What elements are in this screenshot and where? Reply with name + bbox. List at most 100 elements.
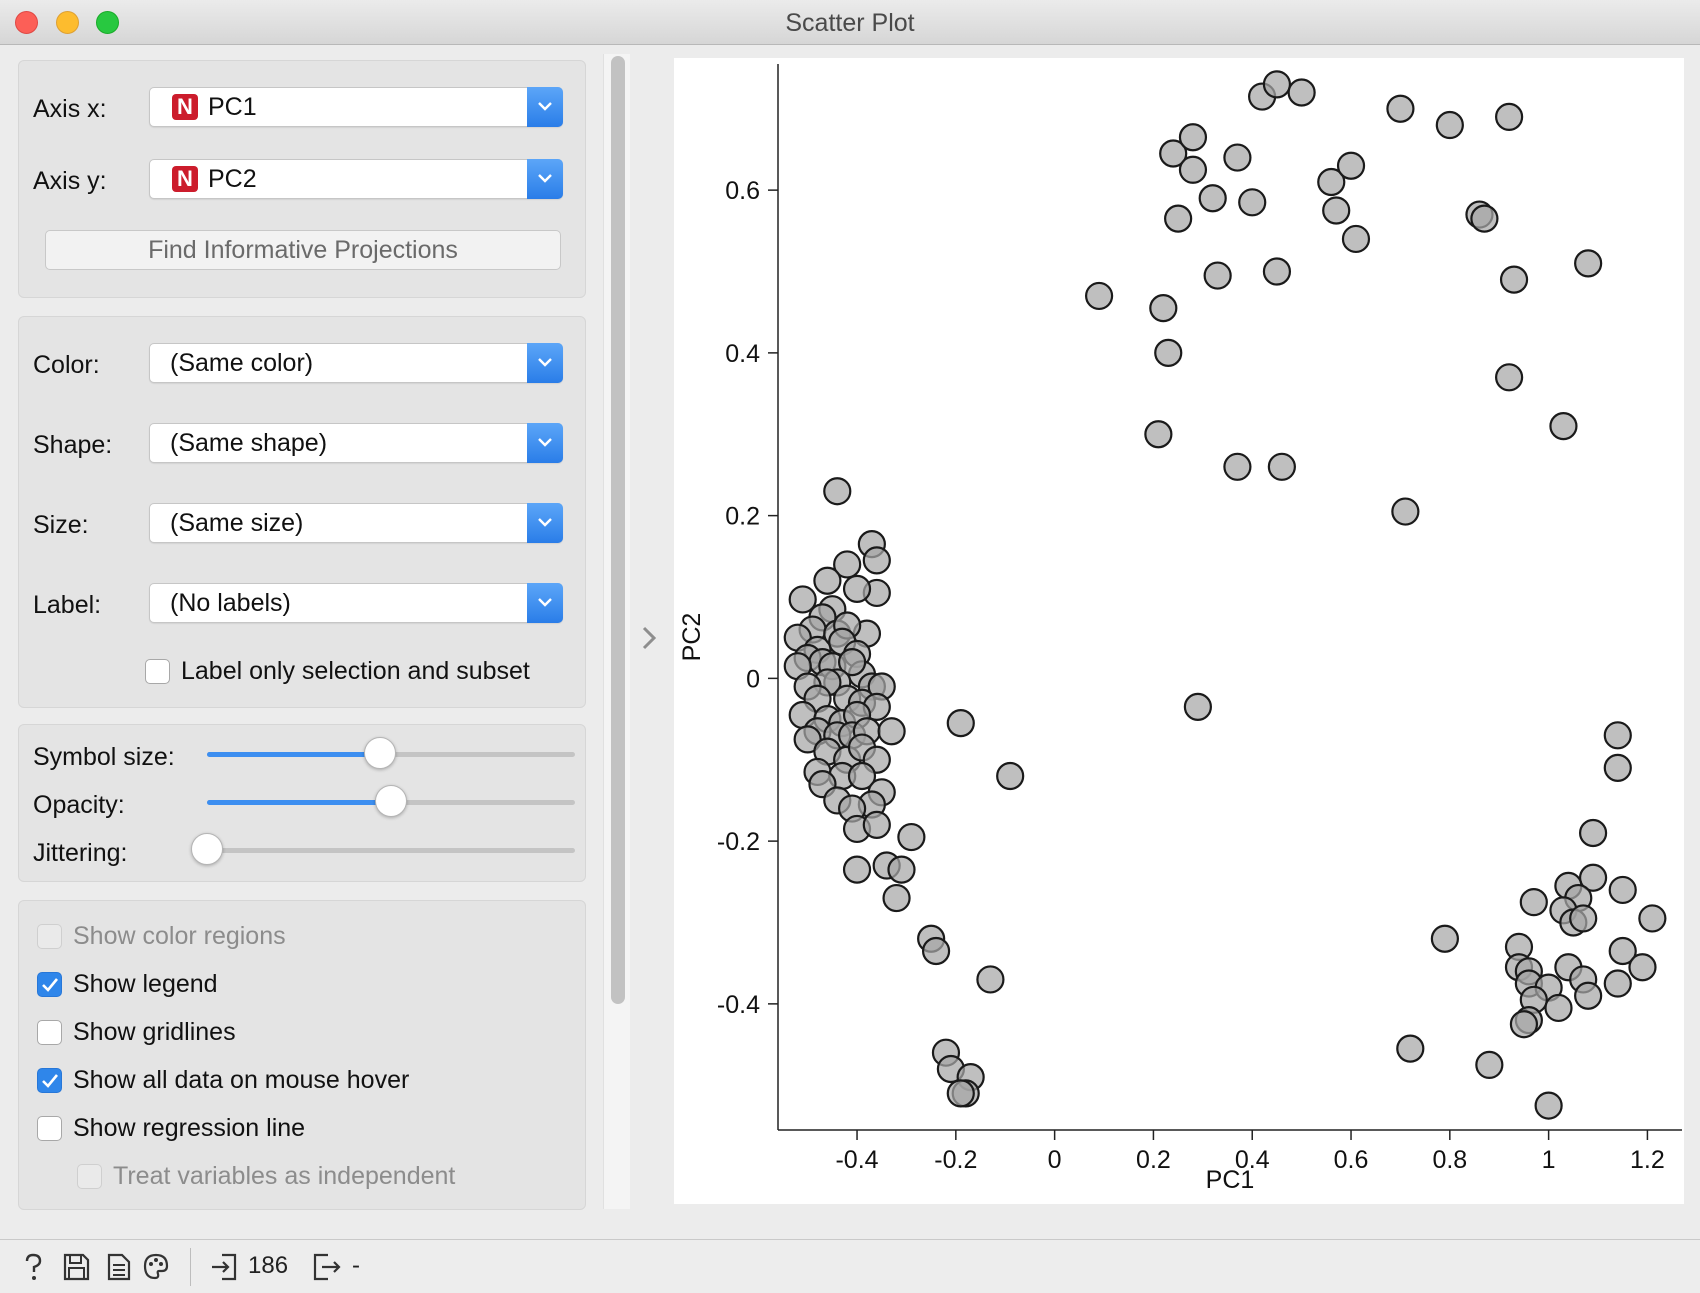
slider-handle[interactable] <box>191 833 223 865</box>
jittering-slider[interactable] <box>191 833 575 865</box>
data-point <box>1574 249 1603 278</box>
scatter-chart[interactable]: -0.4 -0.2 0 0.2 0.4 0.6 0.8 1 1.2 -0.4 -0.2 0 0.2 0.4… <box>674 58 1684 1204</box>
color-label: Color: <box>33 351 100 379</box>
find-informative-projections-button[interactable]: Find Informative Projections <box>45 230 561 270</box>
data-point <box>823 477 852 506</box>
slider-handle[interactable] <box>363 737 396 769</box>
window-zoom-button[interactable] <box>96 11 119 34</box>
size-combo[interactable]: (Same size) <box>149 503 563 543</box>
data-point <box>1603 721 1632 750</box>
shape-combo[interactable]: (Same shape) <box>149 423 563 463</box>
data-point <box>1549 412 1578 441</box>
data-point <box>1534 1091 1563 1120</box>
data-point <box>887 855 916 884</box>
scrollbar-thumb[interactable] <box>611 56 625 1004</box>
status-bar: 186 - <box>0 1239 1700 1293</box>
data-point <box>1430 924 1459 953</box>
show-legend-checkbox[interactable] <box>37 972 62 997</box>
data-point <box>1149 294 1178 323</box>
data-point <box>1262 257 1292 286</box>
x-tick-label: 0.4 <box>1235 1146 1270 1174</box>
data-point <box>1608 936 1637 966</box>
x-tick-label: 0.8 <box>1432 1146 1467 1174</box>
data-point <box>1435 110 1464 140</box>
data-point <box>976 965 1005 994</box>
y-tick-label: 0.4 <box>725 340 760 368</box>
data-point <box>897 822 926 852</box>
x-tick-label: 0 <box>1048 1146 1062 1174</box>
chevron-down-icon <box>527 583 563 623</box>
numeric-variable-icon: N <box>172 94 198 120</box>
data-point <box>1495 102 1524 131</box>
save-icon[interactable] <box>62 1252 90 1282</box>
sliders-box: Symbol size: Opacity: Jittering: <box>18 724 586 882</box>
report-icon[interactable] <box>106 1252 132 1282</box>
data-point <box>862 546 891 575</box>
treat-independent-checkbox[interactable] <box>77 1164 102 1189</box>
data-point <box>1238 188 1267 217</box>
color-combo[interactable]: (Same color) <box>149 343 563 383</box>
data-point <box>946 709 975 738</box>
data-point <box>1608 875 1637 905</box>
symbol-size-slider[interactable] <box>207 737 575 769</box>
treat-independent-label: Treat variables as independent <box>113 1162 456 1190</box>
chevron-down-icon <box>527 343 563 383</box>
data-point <box>1603 969 1632 998</box>
show-regression-line-checkbox[interactable] <box>37 1116 62 1141</box>
visual-settings-icon[interactable] <box>142 1252 170 1282</box>
show-all-data-hover-checkbox[interactable] <box>37 1068 62 1093</box>
data-point <box>847 761 877 791</box>
data-point <box>813 566 842 595</box>
window-minimize-button[interactable] <box>56 11 79 34</box>
x-tick-label: -0.2 <box>934 1146 977 1174</box>
chevron-down-icon <box>527 159 563 199</box>
label-only-selection-checkbox[interactable] <box>145 659 170 684</box>
y-tick-label: -0.4 <box>717 991 760 1019</box>
window-close-button[interactable] <box>15 11 38 34</box>
y-tick-label: 0.6 <box>725 177 760 205</box>
help-icon[interactable] <box>20 1252 46 1282</box>
shape-value: (Same shape) <box>170 429 328 457</box>
data-point <box>1509 1010 1539 1039</box>
axis-x-combo[interactable]: N PC1 <box>149 87 563 127</box>
data-point <box>1569 904 1598 933</box>
options-box: Show color regions Show legend Show grid… <box>18 900 586 1210</box>
jittering-label: Jittering: <box>33 839 128 867</box>
data-point <box>1159 139 1188 168</box>
show-gridlines-checkbox[interactable] <box>37 1020 62 1045</box>
data-point <box>1198 184 1227 213</box>
data-point <box>1475 1050 1504 1080</box>
x-tick-label: 1.2 <box>1630 1146 1665 1174</box>
y-axis-title: PC2 <box>678 613 706 662</box>
data-point <box>842 574 872 603</box>
show-color-regions-label: Show color regions <box>73 922 286 950</box>
chevron-down-icon <box>527 503 563 543</box>
data-point <box>833 550 862 579</box>
input-icon <box>212 1253 237 1281</box>
show-color-regions-checkbox[interactable] <box>37 924 62 949</box>
collapse-panel-icon[interactable] <box>638 624 660 654</box>
show-all-data-hover-label: Show all data on mouse hover <box>73 1066 410 1094</box>
data-point <box>1386 94 1415 123</box>
x-tick-label: 0.6 <box>1334 1146 1369 1174</box>
data-point <box>1322 196 1351 225</box>
data-point <box>1638 904 1667 933</box>
axis-y-combo[interactable]: N PC2 <box>149 159 563 199</box>
label-combo[interactable]: (No labels) <box>149 583 563 623</box>
opacity-slider[interactable] <box>207 785 575 817</box>
data-point <box>1267 452 1296 481</box>
slider-handle[interactable] <box>375 785 407 817</box>
data-point <box>837 647 867 677</box>
window-title: Scatter Plot <box>785 9 915 37</box>
chevron-down-icon <box>527 423 563 463</box>
x-tick-label: -0.4 <box>835 1146 878 1174</box>
data-point <box>1499 265 1529 294</box>
shape-label: Shape: <box>33 431 113 459</box>
data-point <box>1470 204 1499 233</box>
data-point <box>882 883 911 913</box>
label-value: (No labels) <box>170 589 291 617</box>
chevron-down-icon <box>527 87 563 127</box>
x-tick-label: 1 <box>1542 1146 1556 1174</box>
plot-area[interactable]: -0.4 -0.2 0 0.2 0.4 0.6 0.8 1 1.2 -0.4 -0.2 0 0.2 0.4… <box>674 58 1684 1204</box>
size-value: (Same size) <box>170 509 304 537</box>
